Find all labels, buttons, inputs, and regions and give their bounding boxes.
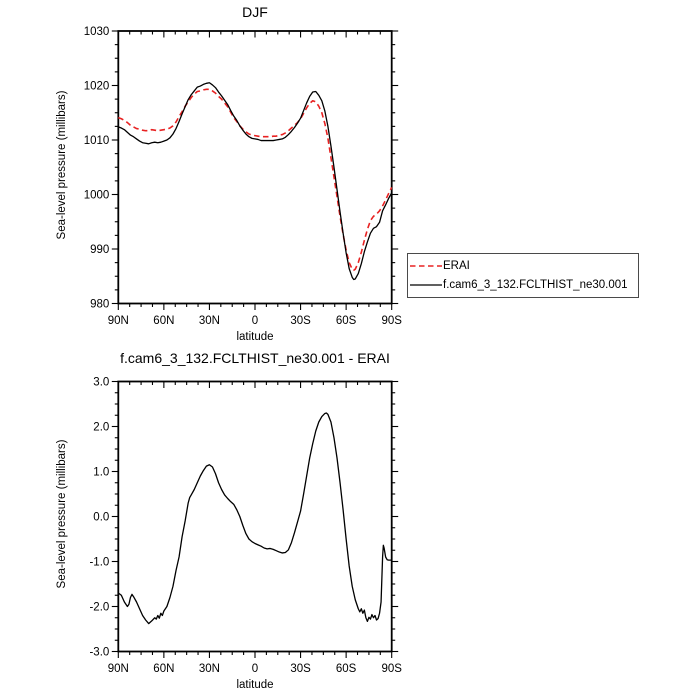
x-tick-label: 30S bbox=[290, 663, 311, 675]
y-tick-label: 1000 bbox=[84, 190, 110, 202]
top-x-axis-title: latitude bbox=[236, 331, 274, 343]
x-tick-label: 30N bbox=[199, 315, 220, 327]
bottom-y-axis-title: Sea-level pressure (millibars) bbox=[56, 439, 68, 589]
y-tick-label: 1030 bbox=[84, 26, 110, 38]
y-tick-label: 1020 bbox=[84, 81, 110, 93]
top-chart-plot-area: 90N 60N 30N 0 30S 60S 90S 1030 1020 1010 1000 990 98… bbox=[84, 26, 403, 327]
model-solid-line-swatch bbox=[410, 284, 442, 286]
x-tick-label: 60N bbox=[153, 315, 174, 327]
y-tick-label: -1.0 bbox=[89, 557, 109, 569]
x-tick-label: 30N bbox=[199, 663, 220, 675]
x-tick-label: 0 bbox=[252, 663, 258, 675]
x-tick-label: 0 bbox=[252, 315, 258, 327]
y-tick-label: 2.0 bbox=[93, 422, 109, 434]
y-tick-label: -2.0 bbox=[89, 602, 109, 614]
series-line-erai bbox=[118, 88, 393, 272]
x-tick-label: 90S bbox=[381, 315, 402, 327]
x-tick-label: 30S bbox=[290, 315, 311, 327]
x-tick-label: 60S bbox=[336, 663, 357, 675]
legend-label-model: f.cam6_3_132.FCLTHIST_ne30.001 bbox=[443, 279, 628, 292]
y-tick-label: 3.0 bbox=[93, 377, 109, 389]
y-tick-label: 990 bbox=[90, 244, 109, 256]
y-tick-label: 1.0 bbox=[93, 467, 109, 479]
x-tick-label: 90N bbox=[108, 315, 129, 327]
y-tick-label: 980 bbox=[90, 299, 109, 311]
y-tick-label: -3.0 bbox=[89, 647, 109, 659]
legend: ERAI f.cam6_3_132.FCLTHIST_ne30.001 bbox=[407, 253, 639, 298]
erai-dashed-line-swatch bbox=[410, 264, 442, 267]
plot-frame bbox=[117, 380, 393, 653]
series-line-difference bbox=[117, 412, 392, 625]
y-tick-label: 0.0 bbox=[93, 512, 109, 524]
y-tick-label: 1010 bbox=[84, 135, 110, 147]
top-y-axis-title: Sea-level pressure (millibars) bbox=[56, 90, 68, 240]
bottom-x-axis-title: latitude bbox=[236, 679, 274, 691]
x-tick-label: 60N bbox=[153, 663, 174, 675]
plot-frame bbox=[117, 30, 393, 305]
legend-row-erai: ERAI bbox=[410, 256, 636, 276]
legend-label-erai: ERAI bbox=[443, 259, 470, 272]
x-tick-label: 60S bbox=[336, 315, 357, 327]
x-tick-label: 90N bbox=[108, 663, 129, 675]
bottom-chart-plot-area: 90N 60N 30N 0 30S 60S 90S 3.0 2.0 1.0 0.0 -1.0 -2.0 -… bbox=[89, 377, 402, 676]
x-tick-label: 90S bbox=[381, 663, 402, 675]
bottom-chart-title: f.cam6_3_132.FCLTHIST_ne30.001 - ERAI bbox=[120, 350, 390, 366]
top-chart-title: DJF bbox=[242, 4, 268, 20]
series-line-model bbox=[118, 82, 393, 281]
legend-row-model: f.cam6_3_132.FCLTHIST_ne30.001 bbox=[410, 276, 636, 296]
